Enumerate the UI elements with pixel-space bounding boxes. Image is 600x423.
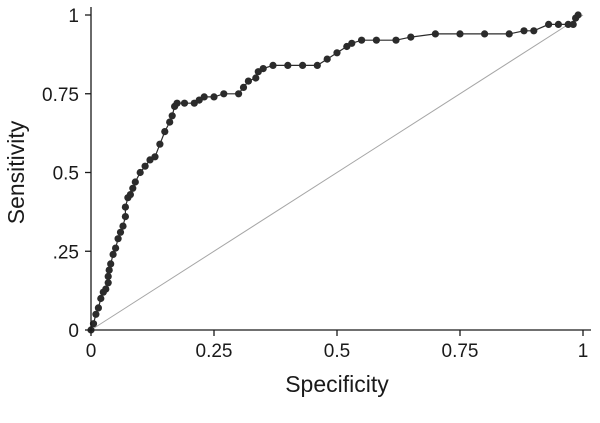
x-tick-label: 0.75	[442, 341, 479, 362]
roc-point	[259, 65, 267, 73]
roc-point	[141, 162, 149, 170]
roc-point	[168, 112, 176, 120]
roc-point	[210, 93, 218, 101]
roc-point	[505, 30, 513, 38]
roc-point	[407, 33, 415, 41]
y-tick-label: 0.75	[42, 85, 79, 106]
y-axis-ticks: 0 .25 0.5 0.75 1	[42, 6, 91, 342]
roc-point	[89, 320, 98, 328]
roc-point	[166, 118, 174, 126]
roc-point	[554, 20, 563, 28]
roc-point	[156, 140, 164, 148]
roc-point	[109, 250, 117, 258]
roc-point	[200, 93, 208, 101]
roc-point	[92, 310, 100, 318]
roc-point	[136, 168, 144, 177]
roc-point	[456, 30, 464, 38]
roc-curve-markers	[87, 11, 582, 334]
roc-point	[173, 99, 181, 107]
y-axis: 0 .25 0.5 0.75 1 Sensitivity	[3, 6, 92, 342]
roc-point	[220, 90, 228, 98]
roc-point	[530, 27, 538, 35]
roc-point	[104, 272, 112, 280]
x-axis: 0 0.25 0.5 0.75 1 Specificity	[86, 329, 591, 397]
roc-point	[284, 61, 292, 69]
roc-point	[269, 61, 277, 69]
x-tick-label: 0.25	[196, 341, 233, 362]
roc-point	[119, 222, 127, 230]
roc-point	[107, 260, 115, 268]
roc-point	[358, 36, 366, 44]
roc-point	[105, 266, 113, 274]
roc-point	[121, 203, 129, 211]
roc-point	[114, 235, 122, 243]
roc-point	[151, 153, 159, 161]
roc-point	[112, 244, 120, 252]
roc-point	[545, 20, 553, 28]
x-axis-ticks: 0 0.25 0.5 0.75 1	[86, 330, 589, 362]
x-axis-label: Specificity	[285, 371, 389, 397]
roc-point	[180, 99, 189, 107]
plot-area	[87, 11, 584, 334]
roc-point	[239, 83, 248, 91]
roc-point	[392, 36, 400, 44]
roc-point	[116, 228, 125, 236]
roc-point	[313, 61, 321, 69]
roc-point	[252, 74, 260, 82]
roc-point	[569, 20, 577, 28]
roc-point	[481, 30, 489, 38]
y-axis-label: Sensitivity	[3, 120, 29, 224]
roc-point	[299, 61, 307, 69]
roc-point	[161, 128, 169, 136]
y-tick-label: 0.5	[53, 164, 79, 185]
reference-diagonal-line	[90, 14, 584, 331]
roc-point	[97, 294, 105, 303]
roc-point	[520, 27, 528, 35]
roc-point	[94, 304, 102, 312]
roc-point	[104, 279, 112, 287]
roc-point	[372, 36, 380, 44]
roc-point	[235, 90, 243, 98]
roc-point	[131, 178, 139, 186]
x-tick-label: 0.5	[324, 341, 350, 362]
y-tick-label: 1	[68, 6, 79, 27]
roc-point	[126, 191, 134, 199]
roc-point	[348, 39, 356, 47]
roc-point	[323, 55, 331, 63]
y-tick-label: .25	[53, 242, 79, 263]
roc-point	[129, 184, 137, 192]
roc-point	[121, 213, 129, 221]
roc-point	[564, 20, 572, 28]
roc-point	[574, 11, 582, 19]
y-tick-label: 0	[68, 321, 79, 342]
roc-point	[333, 49, 341, 57]
roc-point	[102, 285, 110, 293]
x-tick-label: 1	[578, 341, 589, 362]
roc-point	[244, 77, 252, 85]
x-tick-label: 0	[86, 341, 97, 362]
roc-point	[431, 30, 439, 38]
